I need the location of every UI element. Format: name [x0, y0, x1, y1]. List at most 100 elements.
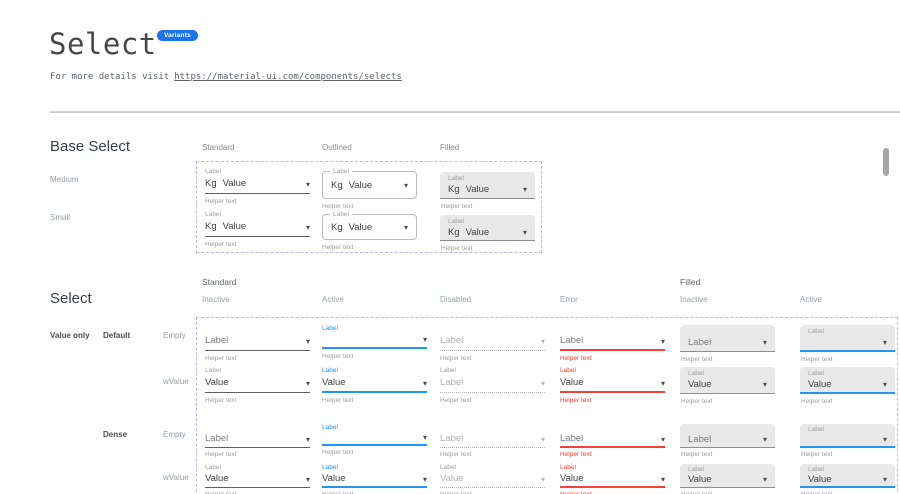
select-control[interactable]: ▾	[322, 335, 427, 349]
dropdown-arrow-icon: ▾	[882, 337, 887, 347]
select-control[interactable]: Value ▾	[440, 473, 545, 488]
helper-text: Helper text	[560, 355, 592, 362]
select-value: Value	[808, 378, 832, 390]
select-control[interactable]: Label Value ▾	[800, 464, 895, 488]
adornment-text: Kg	[205, 221, 217, 232]
select-control[interactable]: Label Value ▾	[680, 367, 775, 394]
helper-text: Helper text	[205, 355, 237, 362]
subtitle: For more details visit https://material-u…	[50, 72, 402, 82]
docs-link[interactable]: https://material-ui.com/components/selec…	[174, 72, 402, 82]
select-label	[205, 424, 310, 432]
select-control[interactable]: Label ▾	[680, 424, 775, 448]
select-standard-inactive: Label Value ▾ Helper text	[205, 367, 310, 404]
dropdown-arrow-icon: ▾	[540, 435, 545, 444]
variant-label-dense-wvalue: wValue	[163, 473, 189, 482]
page-title: Select	[49, 27, 157, 61]
select-control[interactable]: Label ▾	[800, 424, 895, 448]
select-control[interactable]: Label Kg Value ▾	[440, 172, 535, 199]
adornment-text: Kg	[448, 184, 460, 195]
select-control[interactable]: Label ▾	[800, 325, 895, 352]
select-control[interactable]: Label Value ▾	[680, 464, 775, 488]
select-control[interactable]: Kg Value ▾	[205, 178, 310, 194]
select-value: Label	[560, 335, 584, 346]
variants-badge: Variants	[157, 30, 198, 41]
select-control[interactable]: Label ▾	[440, 433, 545, 448]
select-control[interactable]: Label ▾	[560, 433, 665, 448]
select-standard-inactive: Label ▾ Helper text	[205, 424, 310, 458]
select-standard-inactive: Label Value ▾ Helper text	[205, 464, 310, 494]
select-label: Label	[688, 370, 704, 377]
base-select-frame	[196, 161, 542, 253]
size-label-dense: Dense	[103, 430, 128, 439]
select-filled-active: Label ▾ Helper text	[800, 325, 895, 363]
select-control[interactable]: Label ▾	[205, 433, 310, 448]
select-control[interactable]: ▾	[322, 433, 427, 446]
base-select-filled-medium: Label Kg Value ▾ Helper text	[440, 172, 535, 210]
scrollbar-thumb[interactable]	[883, 148, 889, 176]
select-control[interactable]: Value ▾	[205, 473, 310, 488]
helper-text: Helper text	[440, 355, 472, 362]
helper-text: Helper text	[801, 398, 833, 405]
select-control[interactable]: Label Kg Value ▾	[322, 211, 417, 240]
dropdown-arrow-icon: ▾	[540, 379, 545, 388]
select-value-row: Kg Value ▾	[448, 183, 527, 196]
select-control[interactable]: Value ▾	[560, 473, 665, 488]
dropdown-arrow-icon: ▾	[660, 337, 665, 346]
select-control[interactable]: Label ▾	[560, 335, 665, 351]
dropdown-arrow-icon: ▾	[660, 435, 665, 444]
helper-text: Helper text	[205, 198, 237, 205]
select-control[interactable]: Value ▾	[205, 377, 310, 393]
select-control[interactable]: Label ▾	[440, 335, 545, 351]
select-control[interactable]: Label ▾	[205, 335, 310, 351]
select-control[interactable]: Value ▾	[322, 377, 427, 393]
helper-text: Helper text	[681, 398, 713, 405]
state-header-filled-inactive: Inactive	[680, 295, 708, 304]
helper-text: Helper text	[560, 397, 592, 404]
select-standard-active: Label Value ▾ Helper text	[322, 464, 427, 494]
value-text: Value	[222, 178, 247, 189]
select-control[interactable]: Value ▾	[322, 473, 427, 488]
select-label	[205, 325, 310, 333]
helper-text: Helper text	[801, 491, 895, 494]
helper-text: Helper text	[205, 397, 237, 404]
select-value-row: Value ▾	[688, 474, 767, 485]
section-heading-select: Select	[50, 290, 92, 307]
select-label: Label	[330, 211, 352, 218]
select-label: Label	[205, 168, 221, 175]
helper-text: Helper text	[322, 244, 354, 251]
select-filled-inactive: Label ▾ Helper text	[680, 424, 775, 458]
select-control[interactable]: Label ▾	[440, 377, 545, 393]
helper-text: Helper text	[205, 241, 237, 248]
select-label: Label	[330, 168, 352, 175]
select-control[interactable]: Kg Value ▾	[205, 221, 310, 237]
helper-text: Helper text	[322, 397, 354, 404]
select-label	[440, 325, 545, 333]
dropdown-arrow-icon: ▾	[762, 380, 767, 389]
dropdown-arrow-icon: ▾	[882, 475, 887, 484]
select-value: Kg Value	[448, 227, 489, 238]
helper-text: Helper text	[441, 203, 473, 210]
select-control[interactable]: Label Kg Value ▾	[322, 168, 417, 199]
select-control[interactable]: Value ▾	[560, 377, 665, 393]
value-text: Value	[348, 179, 373, 191]
dropdown-arrow-icon: ▾	[522, 185, 527, 194]
select-label	[560, 424, 665, 432]
section-heading-base-select: Base Select	[50, 138, 131, 155]
select-label: Label	[808, 466, 824, 473]
helper-text: Helper text	[560, 491, 665, 494]
helper-text: Helper text	[322, 203, 354, 210]
select-control[interactable]: Label Kg Value ▾	[440, 215, 535, 241]
value-text: Value	[465, 184, 490, 195]
select-control[interactable]: Label ▾	[680, 325, 775, 352]
select-value: Label	[440, 335, 464, 346]
select-label: Label	[808, 426, 824, 433]
select-standard-error: Label Value ▾ Helper text	[560, 464, 665, 494]
dropdown-arrow-icon: ▾	[660, 379, 665, 388]
select-label: Label	[560, 367, 576, 374]
dropdown-arrow-icon: ▾	[305, 379, 310, 388]
helper-text: Helper text	[801, 451, 833, 458]
value-text: Value	[348, 221, 373, 233]
group-header-standard: Standard	[202, 277, 237, 287]
select-control[interactable]: Label Value ▾	[800, 367, 895, 394]
